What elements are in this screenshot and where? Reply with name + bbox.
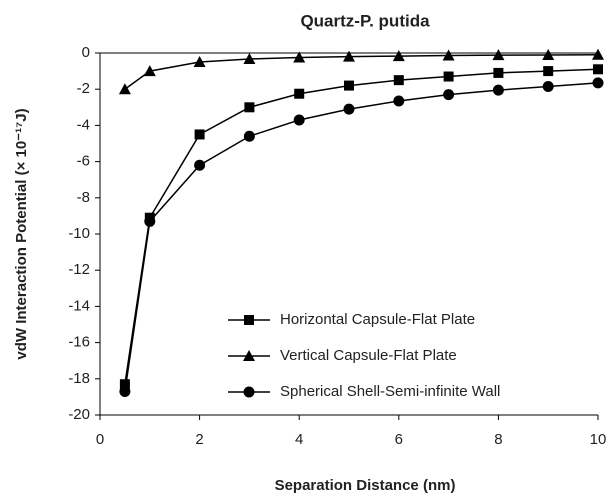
- y-tick-label: -18: [68, 370, 90, 387]
- marker: [443, 89, 455, 101]
- marker: [294, 88, 305, 99]
- marker: [343, 50, 355, 62]
- marker: [243, 386, 255, 398]
- series-line: [124, 68, 599, 385]
- x-axis-label: Separation Distance (nm): [275, 477, 456, 494]
- y-tick-label: 0: [82, 44, 90, 61]
- marker: [118, 83, 131, 95]
- x-tick-label: 2: [195, 431, 203, 448]
- marker: [492, 84, 504, 96]
- y-tick-label: -2: [77, 80, 90, 97]
- marker: [543, 66, 554, 77]
- marker: [344, 80, 354, 91]
- y-tick-label: -10: [68, 225, 90, 242]
- marker: [542, 80, 554, 92]
- y-tick-label: -14: [68, 297, 90, 314]
- marker: [243, 130, 255, 142]
- y-tick-label: -20: [68, 406, 90, 423]
- y-tick-label: -6: [77, 153, 90, 170]
- legend-label: Spherical Shell-Semi-infinite Wall: [280, 383, 500, 400]
- y-tick-label: -16: [68, 334, 90, 351]
- legend-label: Vertical Capsule-Flat Plate: [280, 347, 457, 364]
- marker: [243, 52, 256, 64]
- y-tick-label: -12: [68, 261, 90, 278]
- marker: [143, 65, 156, 77]
- y-axis-label: vdW Interaction Potential (× 10⁻¹⁷J): [13, 108, 30, 359]
- marker: [144, 215, 156, 227]
- series-line: [124, 82, 599, 392]
- marker: [244, 102, 255, 113]
- marker: [119, 385, 131, 397]
- y-tick-label: -8: [77, 189, 90, 206]
- x-tick-label: 6: [395, 431, 403, 448]
- chart-title: Quartz-P. putida: [300, 11, 430, 30]
- marker: [194, 129, 205, 140]
- marker: [492, 49, 505, 61]
- marker: [119, 379, 130, 390]
- x-tick-label: 4: [295, 431, 303, 448]
- marker: [393, 75, 404, 86]
- x-tick-label: 10: [590, 431, 607, 448]
- marker: [194, 159, 206, 171]
- marker: [443, 71, 454, 82]
- marker: [542, 48, 555, 60]
- x-tick-label: 0: [96, 431, 104, 448]
- legend-label: Horizontal Capsule-Flat Plate: [280, 311, 475, 328]
- marker: [193, 56, 206, 68]
- marker: [392, 50, 405, 62]
- marker: [592, 48, 604, 60]
- marker: [343, 103, 355, 115]
- marker: [244, 315, 254, 325]
- marker: [293, 51, 306, 63]
- marker: [293, 114, 305, 126]
- marker: [593, 64, 603, 75]
- x-tick-label: 8: [494, 431, 502, 448]
- marker: [592, 77, 604, 89]
- marker: [493, 67, 504, 78]
- y-tick-label: -4: [77, 116, 90, 133]
- marker: [243, 350, 255, 361]
- marker: [393, 95, 405, 107]
- marker: [442, 49, 455, 61]
